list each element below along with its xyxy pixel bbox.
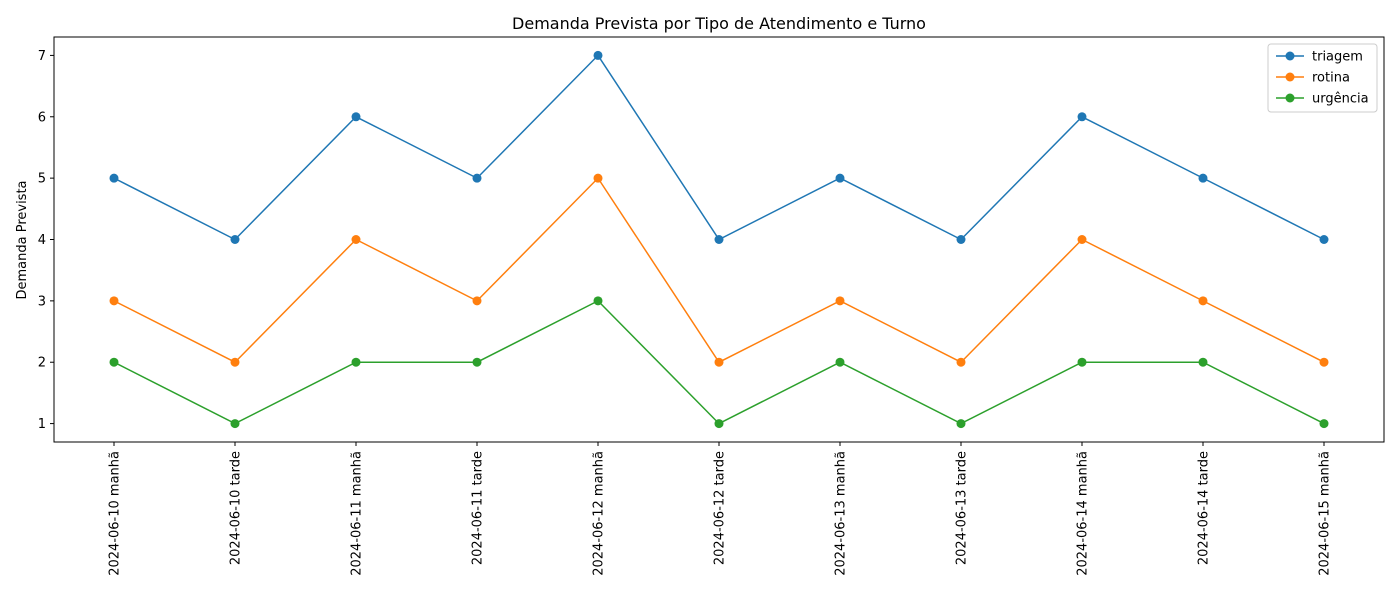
legend-label: rotina — [1312, 71, 1350, 86]
data-point — [593, 50, 603, 60]
data-point — [351, 112, 361, 122]
data-point — [230, 357, 240, 367]
x-tick-label: 2024-06-12 tarde — [713, 451, 728, 565]
series-line-rotina — [113, 176, 1325, 364]
data-point — [1319, 357, 1329, 367]
series-line-triagem — [113, 54, 1325, 241]
data-point — [472, 357, 482, 367]
x-tick-label: 2024-06-14 tarde — [1197, 451, 1212, 565]
x-axis: 2024-06-10 manhã 2024-06-10 tarde 2024-06-… — [108, 442, 1333, 576]
x-tick-label: 2024-06-15 manhã — [1318, 451, 1333, 576]
legend-swatch-marker — [1285, 51, 1295, 61]
data-point — [1319, 235, 1329, 244]
legend-swatch-marker — [1285, 93, 1295, 103]
chart-title: Demanda Prevista por Tipo de Atendimento… — [512, 14, 926, 33]
data-point — [351, 357, 361, 367]
data-point — [472, 296, 482, 306]
legend-label: triagem — [1312, 50, 1363, 65]
legend: triagem rotina urgência — [1267, 43, 1378, 113]
series-layer — [109, 50, 1329, 429]
x-tick-label: 2024-06-12 manhã — [592, 451, 607, 576]
data-point — [472, 173, 482, 183]
y-tick-label: 7 — [38, 49, 46, 64]
x-tick-label: 2024-06-13 tarde — [955, 451, 970, 565]
x-tick-label: 2024-06-10 tarde — [229, 451, 244, 565]
y-tick-label: 2 — [38, 356, 46, 371]
data-point — [714, 357, 724, 367]
y-axis-label: Demanda Prevista — [15, 180, 30, 299]
data-point — [1077, 112, 1087, 122]
data-point — [956, 357, 966, 367]
data-point — [714, 235, 724, 244]
y-tick-label: 4 — [38, 233, 46, 248]
data-point — [714, 419, 724, 429]
data-point — [835, 173, 845, 183]
data-point — [230, 235, 240, 244]
data-point — [109, 296, 119, 306]
data-point — [1198, 173, 1208, 183]
data-point — [109, 173, 119, 183]
y-tick-label: 5 — [38, 172, 46, 187]
data-point — [351, 235, 361, 244]
data-point — [1077, 235, 1087, 244]
data-point — [593, 173, 603, 183]
legend-box — [1267, 43, 1378, 113]
x-tick-label: 2024-06-10 manhã — [108, 451, 123, 576]
data-point — [593, 296, 603, 306]
data-point — [1077, 357, 1087, 367]
data-point — [835, 296, 845, 306]
data-point — [956, 235, 966, 244]
data-point — [835, 357, 845, 367]
legend-label: urgência — [1312, 92, 1369, 107]
data-point — [1198, 296, 1208, 306]
x-tick-label: 2024-06-13 manhã — [834, 451, 849, 576]
data-point — [230, 419, 240, 429]
data-point — [956, 419, 966, 429]
y-tick-label: 3 — [38, 294, 46, 309]
y-tick-label: 6 — [38, 110, 46, 125]
x-tick-label: 2024-06-11 manhã — [350, 451, 365, 576]
legend-swatch-marker — [1285, 72, 1295, 82]
data-point — [109, 357, 119, 367]
x-tick-label: 2024-06-11 tarde — [471, 451, 486, 565]
x-tick-label: 2024-06-14 manhã — [1076, 451, 1091, 576]
y-axis: 1 2 3 4 5 6 7 — [38, 49, 54, 432]
data-point — [1319, 419, 1329, 429]
data-point — [1198, 357, 1208, 367]
y-tick-label: 1 — [38, 417, 46, 432]
